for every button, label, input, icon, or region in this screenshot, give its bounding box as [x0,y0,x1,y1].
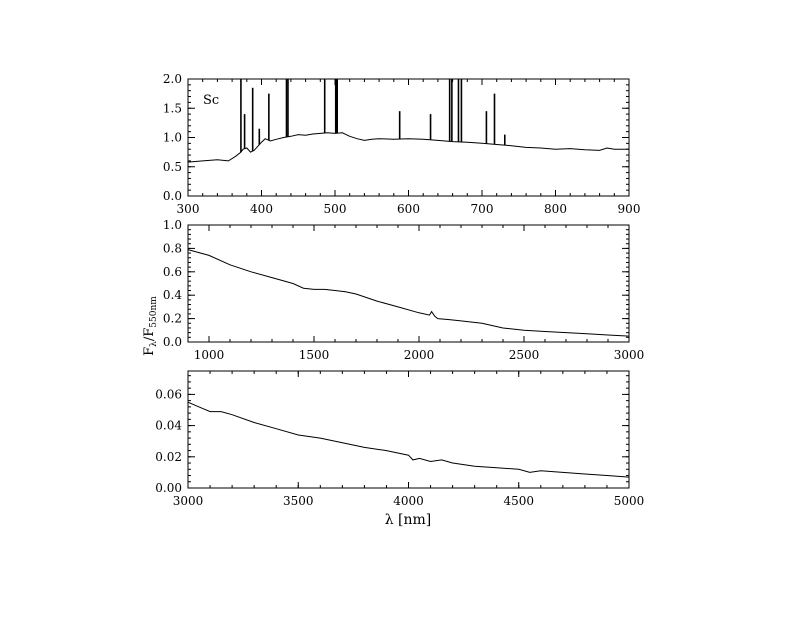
spectrum-line [187,249,630,337]
x-tick-label: 3000 [173,494,204,508]
x-tick-label: 400 [250,202,273,216]
y-tick-label: 1.0 [163,218,182,232]
y-tick-label: 1.0 [163,131,182,145]
y-axis-label-sub-lambda: λ [149,341,159,347]
x-tick-label: 900 [618,202,641,216]
y-tick-label: 2.0 [163,72,182,86]
y-tick-label: 0.00 [155,481,182,495]
panel-annotation: Sc [203,93,219,108]
spectrum-line [187,132,629,163]
x-tick-label: 800 [544,202,567,216]
x-tick-label: 600 [397,202,420,216]
x-tick-label: 4500 [503,494,534,508]
y-tick-label: 0.6 [163,265,182,279]
plot-frame [187,224,630,343]
x-tick-label: 3500 [283,494,314,508]
y-tick-label: 0.0 [163,189,182,203]
y-tick-label: 1.5 [163,101,182,115]
y-axis-label: Fλ/F550nm [142,296,159,356]
y-tick-label: 0.2 [163,312,182,326]
panel-top-optical: 300 400 500 600 700 800 900 0.0 0.5 1.0 1.5 2.0 Sc [163,72,641,216]
panel-bottom-mir: 3000 3500 4000 4500 5000 0.00 0.02 0.04 0.06 [155,370,645,508]
x-axis-label: λ [nm] [385,512,432,528]
x-tick-label: 2500 [509,348,540,362]
y-tick-label: 0.8 [163,241,182,255]
x-tick-label: 1000 [194,348,225,362]
y-tick-label: 0.02 [155,450,182,464]
y-tick-label: 0.06 [155,387,182,401]
plot-frame [187,78,630,197]
x-tick-label: 2000 [404,348,435,362]
x-tick-label: 4000 [393,494,424,508]
panel-middle-nir: 1000 1500 2000 2500 3000 0.0 0.2 0.4 0.6 0.8 1.0 [163,218,644,362]
y-tick-label: 0.5 [163,160,182,174]
plot-frame [187,370,630,489]
x-tick-label: 1500 [299,348,330,362]
y-tick-label: 0.4 [163,288,182,302]
y-axis-label-slash: /F [142,328,157,341]
y-axis-label-sub-550: 550nm [149,296,159,328]
x-tick-label: 500 [324,202,347,216]
y-axis-label-main: F [142,347,157,356]
spectrum-line [187,401,630,478]
x-tick-label: 700 [471,202,494,216]
x-tick-label: 5000 [614,494,645,508]
y-tick-label: 0.04 [155,419,182,433]
x-tick-label: 3000 [614,348,645,362]
y-tick-label: 0.0 [163,335,182,349]
x-tick-label: 300 [177,202,200,216]
